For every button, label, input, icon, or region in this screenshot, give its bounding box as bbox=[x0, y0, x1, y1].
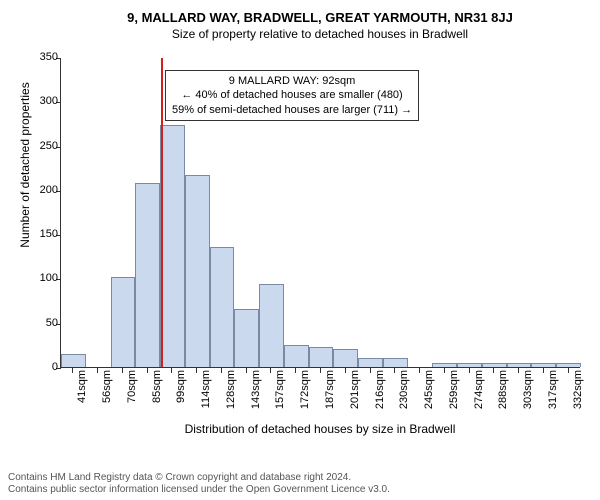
x-tick-label: 274sqm bbox=[473, 370, 485, 420]
annotation-line3: 59% of semi-detached houses are larger (… bbox=[172, 103, 412, 117]
histogram-bar bbox=[457, 363, 482, 367]
histogram-bar bbox=[185, 175, 210, 367]
x-tick-mark bbox=[469, 368, 470, 373]
y-tick-label: 150 bbox=[28, 228, 58, 240]
property-marker-line bbox=[161, 58, 163, 367]
x-tick-mark bbox=[320, 368, 321, 373]
y-tick-label: 350 bbox=[28, 51, 58, 63]
x-tick-mark bbox=[221, 368, 222, 373]
y-tick-label: 250 bbox=[28, 140, 58, 152]
x-tick-mark bbox=[147, 368, 148, 373]
x-tick-mark bbox=[419, 368, 420, 373]
histogram-bar bbox=[531, 363, 556, 367]
histogram-bar bbox=[556, 363, 581, 367]
histogram-bar bbox=[383, 358, 408, 367]
y-tick-label: 200 bbox=[28, 184, 58, 196]
x-tick-label: 230sqm bbox=[398, 370, 410, 420]
x-tick-mark bbox=[97, 368, 98, 373]
x-tick-label: 99sqm bbox=[175, 370, 187, 420]
x-tick-label: 143sqm bbox=[250, 370, 262, 420]
x-tick-label: 259sqm bbox=[448, 370, 460, 420]
x-tick-mark bbox=[295, 368, 296, 373]
annotation-line2: ← 40% of detached houses are smaller (48… bbox=[172, 88, 412, 102]
x-tick-mark bbox=[444, 368, 445, 373]
histogram-bar bbox=[210, 247, 235, 367]
x-tick-label: 85sqm bbox=[151, 370, 163, 420]
x-tick-label: 303sqm bbox=[522, 370, 534, 420]
y-tick-label: 300 bbox=[28, 95, 58, 107]
y-tick-label: 50 bbox=[28, 317, 58, 329]
x-tick-mark bbox=[370, 368, 371, 373]
x-tick-label: 317sqm bbox=[547, 370, 559, 420]
annotation-box: 9 MALLARD WAY: 92sqm ← 40% of detached h… bbox=[165, 70, 419, 121]
histogram-bar bbox=[259, 284, 284, 367]
x-tick-label: 128sqm bbox=[225, 370, 237, 420]
footer-text: Contains HM Land Registry data © Crown c… bbox=[8, 472, 390, 496]
histogram-bar bbox=[111, 277, 136, 367]
x-tick-label: 172sqm bbox=[299, 370, 311, 420]
x-tick-label: 157sqm bbox=[274, 370, 286, 420]
x-tick-mark bbox=[493, 368, 494, 373]
x-tick-mark bbox=[270, 368, 271, 373]
annotation-line1: 9 MALLARD WAY: 92sqm bbox=[172, 74, 412, 88]
x-tick-label: 56sqm bbox=[101, 370, 113, 420]
x-tick-label: 288sqm bbox=[497, 370, 509, 420]
chart-container: 9, MALLARD WAY, BRADWELL, GREAT YARMOUTH… bbox=[60, 10, 580, 420]
histogram-bar bbox=[333, 349, 358, 367]
histogram-bar bbox=[284, 345, 309, 367]
x-tick-mark bbox=[246, 368, 247, 373]
x-tick-label: 201sqm bbox=[349, 370, 361, 420]
histogram-bar bbox=[160, 125, 185, 367]
histogram-bar bbox=[358, 358, 383, 367]
x-tick-mark bbox=[543, 368, 544, 373]
x-tick-mark bbox=[518, 368, 519, 373]
x-tick-label: 216sqm bbox=[374, 370, 386, 420]
histogram-bar bbox=[432, 363, 457, 367]
y-axis-label: Number of detached properties bbox=[18, 40, 32, 290]
histogram-bar bbox=[482, 363, 507, 367]
x-axis-label: Distribution of detached houses by size … bbox=[60, 422, 580, 436]
histogram-bar bbox=[135, 183, 160, 367]
footer-line1: Contains HM Land Registry data © Crown c… bbox=[8, 472, 390, 484]
x-tick-label: 187sqm bbox=[324, 370, 336, 420]
x-tick-label: 332sqm bbox=[572, 370, 584, 420]
chart-title-line2: Size of property relative to detached ho… bbox=[60, 27, 580, 41]
x-tick-mark bbox=[72, 368, 73, 373]
x-tick-label: 245sqm bbox=[423, 370, 435, 420]
x-tick-mark bbox=[394, 368, 395, 373]
x-tick-label: 114sqm bbox=[200, 370, 212, 420]
x-tick-mark bbox=[345, 368, 346, 373]
histogram-bar bbox=[234, 309, 259, 367]
x-tick-label: 41sqm bbox=[76, 370, 88, 420]
y-tick-label: 100 bbox=[28, 272, 58, 284]
y-tick-label: 0 bbox=[28, 361, 58, 373]
x-tick-mark bbox=[122, 368, 123, 373]
x-tick-mark bbox=[196, 368, 197, 373]
footer-line2: Contains public sector information licen… bbox=[8, 484, 390, 496]
x-tick-label: 70sqm bbox=[126, 370, 138, 420]
histogram-bar bbox=[61, 354, 86, 367]
chart-title-line1: 9, MALLARD WAY, BRADWELL, GREAT YARMOUTH… bbox=[60, 10, 580, 25]
histogram-bar bbox=[507, 363, 532, 367]
histogram-bar bbox=[309, 347, 334, 367]
x-tick-mark bbox=[171, 368, 172, 373]
x-tick-mark bbox=[568, 368, 569, 373]
